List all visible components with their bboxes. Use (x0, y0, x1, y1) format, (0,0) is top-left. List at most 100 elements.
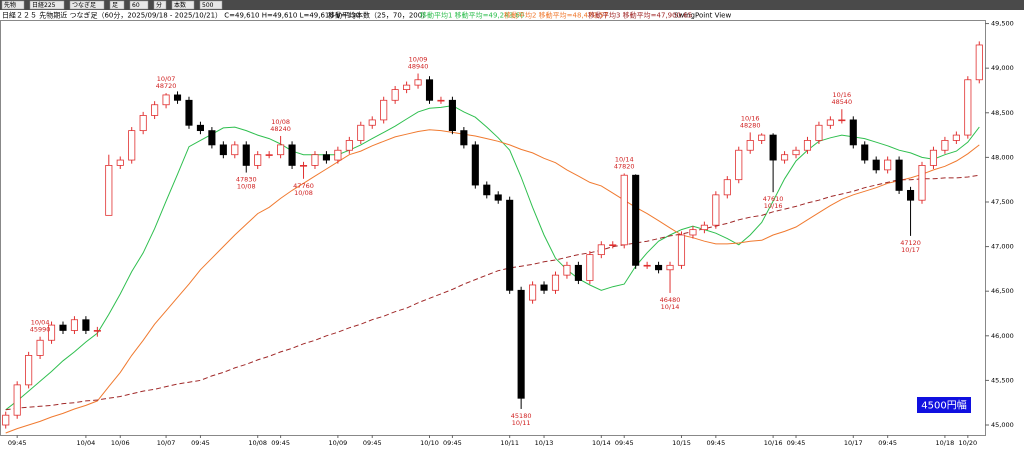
x-tick-label: 10/04 (77, 439, 96, 447)
candle-body (311, 154, 319, 166)
swing-date: 10/14 (615, 155, 634, 163)
candle-body (231, 144, 239, 156)
x-tick-label: 09:45 (271, 439, 290, 447)
toolbar-button[interactable] (153, 0, 167, 10)
swing-price: 48240 (270, 125, 291, 133)
y-tick-label: 47,000 (991, 243, 1014, 251)
x-tick-label: 09:45 (8, 439, 27, 447)
x-tick-label: 10/20 (958, 439, 977, 447)
candle-body (82, 319, 90, 331)
y-tick-label: 45,500 (991, 376, 1014, 384)
swing-date: 10/17 (901, 246, 920, 254)
candle-body (964, 79, 972, 136)
candle-body (322, 154, 330, 161)
candle-body (151, 104, 159, 116)
y-tick-label: 48,000 (991, 153, 1014, 161)
candle-body (781, 154, 789, 161)
note-box (917, 397, 971, 413)
swing-price: 48540 (831, 98, 852, 106)
candle-body (36, 339, 44, 356)
candle-body (414, 79, 422, 86)
toolbar-label: 先物 (4, 1, 16, 9)
toolbar-button[interactable] (69, 0, 105, 10)
candle-body (59, 324, 67, 331)
toolbar-button[interactable] (29, 0, 65, 10)
candle-body (334, 149, 342, 161)
ma-line (5, 174, 980, 411)
candle-body (907, 189, 915, 201)
candle-body (494, 194, 502, 201)
candle-body (448, 99, 456, 132)
candle-body (712, 194, 720, 226)
candle-body (609, 244, 617, 247)
x-tick-label: 09:45 (363, 439, 382, 447)
toolbar-button[interactable] (129, 0, 149, 10)
candle-body (357, 124, 365, 141)
candle-body (25, 355, 33, 386)
x-tick-label: 10/06 (111, 439, 130, 447)
y-tick-label: 46,000 (991, 332, 1014, 340)
toolbar-label: 本数 (174, 1, 186, 9)
swing-date: 10/08 (271, 118, 290, 126)
swing-price: 47610 (763, 195, 784, 203)
swing-date: 10/16 (832, 91, 851, 99)
candle-body (196, 124, 204, 132)
candle-body (586, 254, 594, 281)
swing-date: 10/16 (741, 114, 760, 122)
candle-body (185, 99, 193, 126)
x-tick-label: 09:45 (787, 439, 806, 447)
x-tick-label: 10/17 (844, 439, 863, 447)
candle-body (884, 159, 892, 171)
toolbar-button[interactable] (199, 0, 223, 10)
candle-body (517, 289, 525, 399)
candle-body (219, 144, 227, 156)
candle-body (895, 159, 903, 191)
x-tick-label: 10/09 (329, 439, 348, 447)
candle-body (563, 264, 571, 276)
chart-title: 日経２２５ 先物期近 つなぎ足（60分，2025/09/18 - 2025/10… (2, 11, 360, 20)
candle-body (425, 79, 434, 101)
note: 4500円幅 (921, 399, 966, 412)
candle-body (437, 99, 445, 102)
candle-body (620, 174, 628, 246)
toolbar-label: 分 (156, 1, 162, 9)
toolbar-label: 60 (132, 2, 140, 9)
swing-date: 10/16 (764, 202, 783, 210)
candle-body (254, 154, 262, 166)
candle-body (655, 264, 663, 271)
subtitle: SwingPoint View (674, 12, 731, 20)
y-tick-label: 49,000 (991, 64, 1014, 72)
toolbar-button[interactable] (171, 0, 195, 10)
x-tick-label: 10/15 (672, 439, 691, 447)
candle-body (815, 124, 823, 141)
candle-body (735, 149, 743, 181)
swing-date: 10/14 (661, 303, 680, 311)
y-tick-label: 49,500 (991, 20, 1014, 28)
candle-body (139, 115, 147, 132)
candle-body (551, 274, 560, 291)
toolbar-button[interactable] (109, 0, 125, 10)
candle-body (116, 159, 124, 166)
candle-body (769, 134, 777, 161)
x-tick-label: 10/10 (420, 439, 439, 447)
swing-price: 47760 (293, 182, 314, 190)
toolbar-label: 日経225 (32, 1, 56, 9)
candle-body (345, 140, 353, 151)
candle-body (597, 244, 605, 256)
toolbar-button[interactable] (1, 0, 25, 10)
y-tick-label: 45,000 (991, 421, 1014, 429)
legend-entry: 移動平均2 移動平均=48,470.57 (504, 11, 608, 20)
candle-body (861, 144, 869, 161)
swing-price: 46480 (660, 296, 681, 304)
toolbar (0, 0, 1024, 10)
plot-area (0, 20, 986, 436)
candle-body (93, 330, 101, 332)
x-tick-label: 10/14 (592, 439, 611, 447)
candle-body (162, 94, 170, 106)
candle-body (403, 84, 411, 90)
candle-body (826, 119, 834, 126)
swing-price: 48720 (156, 82, 177, 90)
toolbar-label: 足 (112, 2, 118, 9)
candle-body (758, 134, 766, 141)
